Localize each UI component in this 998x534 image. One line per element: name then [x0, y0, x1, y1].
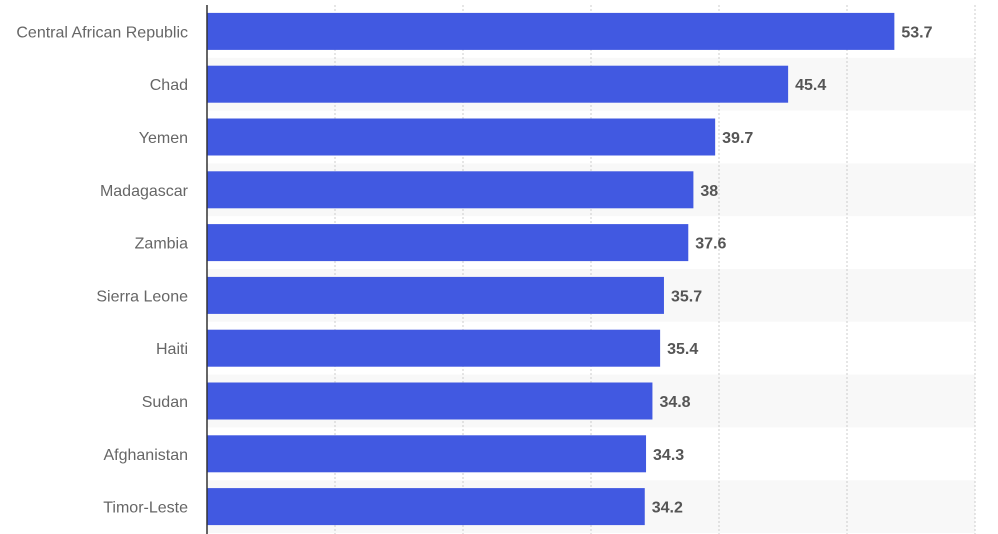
category-label: Madagascar: [100, 183, 189, 200]
value-label: 53.7: [901, 24, 932, 41]
value-label: 34.8: [659, 394, 690, 411]
bar: [207, 382, 653, 420]
bar: [207, 118, 716, 156]
category-label: Central African Republic: [16, 24, 188, 41]
bar: [207, 329, 661, 367]
value-label: 35.4: [667, 341, 698, 358]
value-label: 34.2: [652, 500, 683, 517]
bar: [207, 276, 664, 314]
bar: [207, 12, 895, 50]
value-label: 35.7: [671, 288, 702, 305]
category-label: Yemen: [139, 130, 188, 147]
value-label: 45.4: [795, 77, 826, 94]
bar: [207, 171, 694, 209]
category-labels: Central African Republic Chad Yemen Madagas…: [16, 24, 188, 516]
bars: [207, 12, 895, 526]
value-label: 37.6: [695, 236, 726, 253]
category-label: Zambia: [135, 236, 188, 253]
bar: [207, 224, 689, 262]
category-label: Afghanistan: [103, 447, 188, 464]
value-label: 39.7: [722, 130, 753, 147]
category-label: Sudan: [142, 394, 188, 411]
category-label: Timor-Leste: [103, 500, 188, 517]
category-label: Sierra Leone: [96, 288, 188, 305]
value-label: 38: [700, 183, 718, 200]
bar: [207, 65, 789, 103]
value-labels: 53.7 45.4 39.7 38 37.6 35.7 35.4 34.8 34.3 34.2: [652, 24, 933, 516]
value-label: 34.3: [653, 447, 684, 464]
category-label: Haiti: [156, 341, 188, 358]
bar: [207, 488, 645, 526]
bar: [207, 435, 647, 473]
category-label: Chad: [150, 77, 188, 94]
